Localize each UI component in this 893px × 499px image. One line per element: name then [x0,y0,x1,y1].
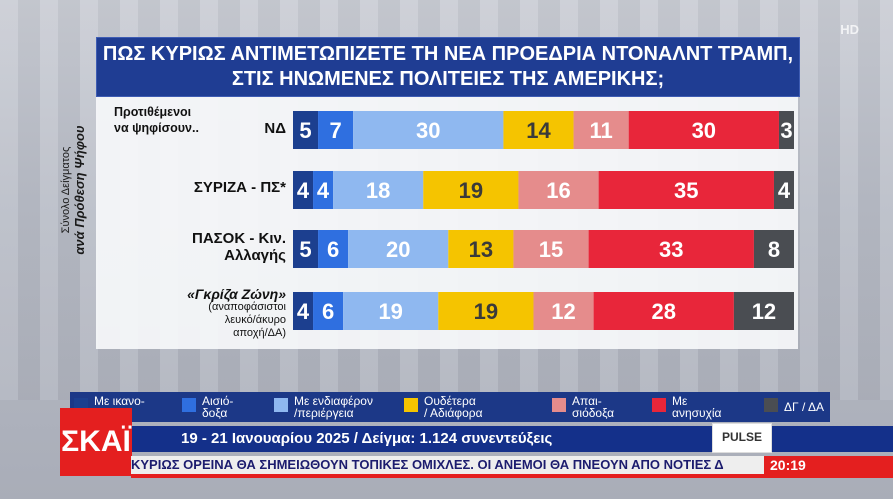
bar-value-r3-s1: 6 [322,299,334,324]
pollster-logo: PULSE [712,423,772,453]
legend-swatch-2 [274,398,288,412]
bar-segment-r2-s4 [513,230,589,268]
bar-value-r0-s5: 30 [692,118,716,143]
bar-value-r0-s6: 3 [780,118,792,143]
bar-segment-r3-s5 [593,292,734,330]
bar-segment-r3-s4 [533,292,594,330]
bar-value-r1-s1: 4 [317,178,330,203]
row-label-syriza: ΣΥΡΙΖΑ - ΠΣ* [193,179,286,196]
bar-segment-r1-s3 [423,171,519,209]
bar-segment-r2-s3 [448,230,514,268]
news-ticker: ΚΥΡΙΩΣ ΟΡΕΙΝΑ ΘΑ ΣΗΜΕΙΩΘΟΥΝ ΤΟΠΙΚΕΣ ΟΜΙΧ… [131,456,764,474]
bar-value-r3-s3: 19 [474,299,498,324]
bar-value-r2-s5: 33 [659,237,683,262]
bar-segment-r1-s2 [333,171,424,209]
legend-label-5: Με ανησυχία [672,394,722,420]
bar-value-r1-s4: 16 [546,178,570,203]
legend-label-2: Με ενδιαφέρον/περιέργεια [294,394,373,420]
bottom-strip [131,474,893,478]
subhead: Προτιθέμενοι να ψηφίσουν.. [114,104,199,136]
bar-value-r3-s4: 12 [551,299,575,324]
legend-swatch-6 [764,398,778,412]
bar-value-r0-s2: 30 [416,118,440,143]
bar-value-r0-s0: 5 [299,118,311,143]
legend-label-3: Ουδέτερα / Αδιάφορα [424,394,483,420]
bar-segment-r0-s1 [318,111,354,149]
bar-value-r1-s6: 4 [778,178,791,203]
bar-segment-r3-s0 [293,292,314,330]
bar-value-r1-s0: 4 [297,178,310,203]
row-label-pasok: ΠΑΣΟΚ - Κιν. Αλλαγής [191,230,286,264]
footer-text: 19 - 21 Ιανουαρίου 2025 / Δείγμα: 1.124 … [181,430,553,447]
bar-value-r2-s4: 15 [539,237,563,262]
bar-value-r0-s4: 11 [589,118,612,143]
bar-segment-r1-s6 [773,171,794,209]
bar-segment-r0-s3 [503,111,574,149]
bar-segment-r1-s0 [293,171,314,209]
bar-segment-r0-s6 [778,111,794,149]
legend-swatch-3 [404,398,418,412]
clock: 20:19 [764,456,893,474]
row-label-nd: ΝΔ [264,120,286,137]
bar-value-r2-s3: 13 [469,237,493,262]
bar-value-r1-s3: 19 [459,178,483,203]
footer-bar: 19 - 21 Ιανουαρίου 2025 / Δείγμα: 1.124 … [131,426,893,452]
bar-segment-r0-s5 [628,111,779,149]
bar-value-r2-s6: 8 [768,237,780,262]
bar-segment-r1-s5 [598,171,774,209]
bar-segment-r0-s0 [293,111,319,149]
channel-logo: ΣΚΑΪ [60,408,132,476]
bar-segment-r0-s4 [573,111,629,149]
bar-segment-r2-s2 [348,230,449,268]
bar-value-r2-s1: 6 [327,237,339,262]
legend-label-4: Απαι-σιόδοξα [572,394,615,420]
title-line-2: ΣΤΙΣ ΗΝΩΜΕΝΕΣ ΠΟΛΙΤΕΙΕΣ ΤΗΣ ΑΜΕΡΙΚΗΣ; [231,68,665,90]
legend-swatch-4 [552,398,566,412]
bar-segment-r2-s0 [293,230,319,268]
bar-value-r3-s5: 28 [651,299,675,324]
bar-value-r0-s1: 7 [329,118,341,143]
bar-segment-r0-s2 [353,111,504,149]
bar-value-r1-s2: 18 [366,178,390,203]
legend-swatch-1 [182,398,196,412]
subhead-line-1: Προτιθέμενοι [114,105,192,119]
bar-segment-r3-s1 [313,292,344,330]
bar-value-r3-s2: 19 [378,299,402,324]
hd-badge: HD [840,22,859,37]
bar-segment-r1-s4 [518,171,599,209]
bar-value-r3-s6: 12 [752,299,776,324]
bar-value-r1-s5: 35 [674,178,698,203]
legend-swatch-5 [652,398,666,412]
title-line-1: ΠΩΣ ΚΥΡΙΩΣ ΑΝΤΙΜΕΤΩΠΙΖΕΤΕ ΤΗ ΝΕΑ ΠΡΟΕΔΡΙ… [102,43,794,65]
bar-segment-r3-s3 [438,292,534,330]
bar-value-r2-s2: 20 [386,237,410,262]
bar-value-r0-s3: 14 [526,118,551,143]
row-label-grey-zone: «Γκρίζα Ζώνη» (αναποφάσιστοι λευκό/άκυρο… [187,286,286,339]
bar-value-r3-s0: 4 [297,299,310,324]
bar-segment-r2-s5 [588,230,754,268]
bar-segment-r3-s6 [733,292,794,330]
bar-segment-r2-s6 [753,230,794,268]
legend-label-6: ΔΓ / ΔΑ [784,400,824,414]
bar-segment-r2-s1 [318,230,349,268]
chart-title: ΠΩΣ ΚΥΡΙΩΣ ΑΝΤΙΜΕΤΩΠΙΖΕΤΕ ΤΗ ΝΕΑ ΠΡΟΕΔΡΙ… [96,37,800,97]
bar-segment-r1-s1 [313,171,334,209]
bar-segment-r3-s2 [343,292,439,330]
legend-label-1: Αισιό-δοξα [202,394,234,420]
subhead-line-2: να ψηφίσουν.. [114,121,199,135]
bar-value-r2-s0: 5 [299,237,311,262]
